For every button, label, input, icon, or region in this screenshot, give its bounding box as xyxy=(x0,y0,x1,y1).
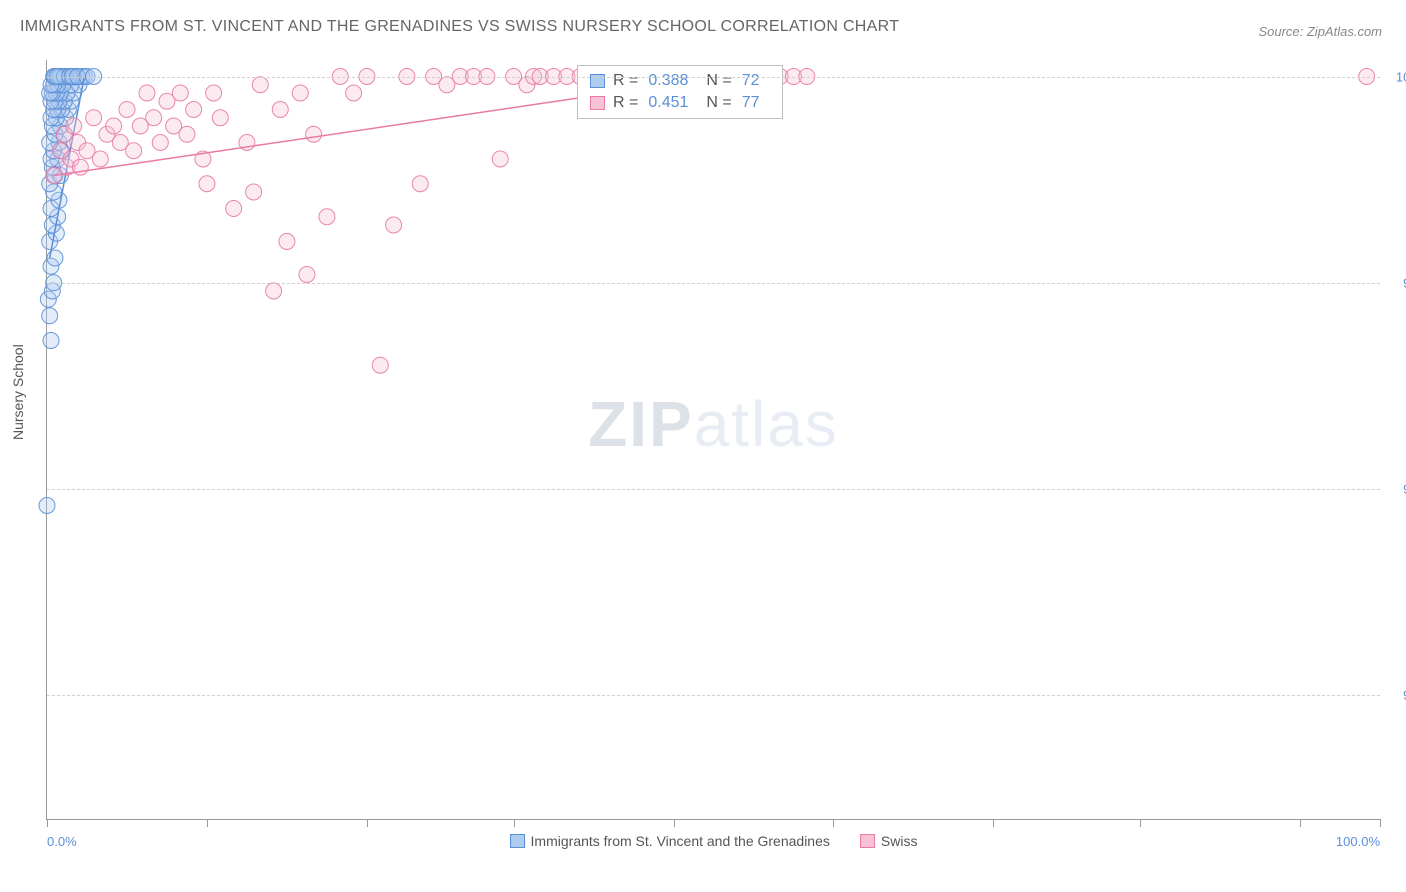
y-tick-label: 92.5% xyxy=(1390,688,1406,703)
stats-swatch-2 xyxy=(590,96,605,110)
scatter-point xyxy=(346,85,362,101)
scatter-point xyxy=(139,85,155,101)
x-tick xyxy=(514,819,515,827)
scatter-point xyxy=(372,357,388,373)
scatter-point xyxy=(86,110,102,126)
scatter-point xyxy=(186,102,202,118)
legend-swatch-1 xyxy=(510,834,525,848)
stats-n-label-1: N = xyxy=(706,72,731,90)
y-tick-label: 100.0% xyxy=(1390,69,1406,84)
scatter-point xyxy=(279,234,295,250)
stats-box: R = 0.388 N = 72 R = 0.451 N = 77 xyxy=(577,65,783,119)
legend: Immigrants from St. Vincent and the Gren… xyxy=(510,833,918,849)
scatter-point xyxy=(126,143,142,159)
source-attribution: Source: ZipAtlas.com xyxy=(1258,24,1382,39)
stats-row-series-2: R = 0.451 N = 77 xyxy=(590,94,770,112)
scatter-point xyxy=(47,250,63,266)
stats-r-value-1: 0.388 xyxy=(648,72,688,90)
stats-r-label-2: R = xyxy=(613,94,638,112)
scatter-point xyxy=(43,333,59,349)
stats-r-label-1: R = xyxy=(613,72,638,90)
x-tick xyxy=(1380,819,1381,827)
x-tick xyxy=(1300,819,1301,827)
scatter-point xyxy=(179,126,195,142)
scatter-point xyxy=(146,110,162,126)
scatter-point xyxy=(386,217,402,233)
scatter-point xyxy=(266,283,282,299)
y-tick-label: 97.5% xyxy=(1390,275,1406,290)
scatter-point xyxy=(252,77,268,93)
stats-n-label-2: N = xyxy=(706,94,731,112)
chart-title: IMMIGRANTS FROM ST. VINCENT AND THE GREN… xyxy=(20,18,899,36)
legend-label-1: Immigrants from St. Vincent and the Gren… xyxy=(531,833,830,849)
x-tick xyxy=(993,819,994,827)
scatter-point xyxy=(212,110,228,126)
stats-n-value-1: 72 xyxy=(742,72,760,90)
scatter-point xyxy=(66,118,82,134)
legend-item-1: Immigrants from St. Vincent and the Gren… xyxy=(510,833,830,849)
chart-svg xyxy=(47,60,1380,819)
scatter-point xyxy=(292,85,308,101)
y-axis-label: Nursery School xyxy=(10,344,26,440)
scatter-point xyxy=(306,126,322,142)
legend-label-2: Swiss xyxy=(881,833,918,849)
x-tick xyxy=(1140,819,1141,827)
gridline-h xyxy=(47,695,1380,696)
scatter-point xyxy=(412,176,428,192)
x-tick-label: 0.0% xyxy=(47,834,77,849)
scatter-point xyxy=(152,135,168,151)
scatter-point xyxy=(199,176,215,192)
x-tick xyxy=(674,819,675,827)
scatter-point xyxy=(172,85,188,101)
gridline-h xyxy=(47,283,1380,284)
scatter-point xyxy=(299,267,315,283)
x-tick xyxy=(367,819,368,827)
x-tick xyxy=(207,819,208,827)
scatter-point xyxy=(119,102,135,118)
scatter-point xyxy=(246,184,262,200)
gridline-h xyxy=(47,77,1380,78)
scatter-point xyxy=(492,151,508,167)
scatter-point xyxy=(226,201,242,217)
scatter-point xyxy=(319,209,335,225)
x-tick xyxy=(47,819,48,827)
stats-row-series-1: R = 0.388 N = 72 xyxy=(590,72,770,90)
legend-item-2: Swiss xyxy=(860,833,918,849)
x-tick-label: 100.0% xyxy=(1336,834,1380,849)
scatter-point xyxy=(42,308,58,324)
scatter-point xyxy=(272,102,288,118)
legend-swatch-2 xyxy=(860,834,875,848)
scatter-point xyxy=(39,498,55,514)
gridline-h xyxy=(47,489,1380,490)
stats-r-value-2: 0.451 xyxy=(648,94,688,112)
plot-area: ZIPatlas R = 0.388 N = 72 R = 0.451 N = … xyxy=(46,60,1380,820)
scatter-point xyxy=(206,85,222,101)
scatter-point xyxy=(106,118,122,134)
stats-n-value-2: 77 xyxy=(742,94,760,112)
x-tick xyxy=(833,819,834,827)
y-tick-label: 95.0% xyxy=(1390,482,1406,497)
scatter-point xyxy=(92,151,108,167)
